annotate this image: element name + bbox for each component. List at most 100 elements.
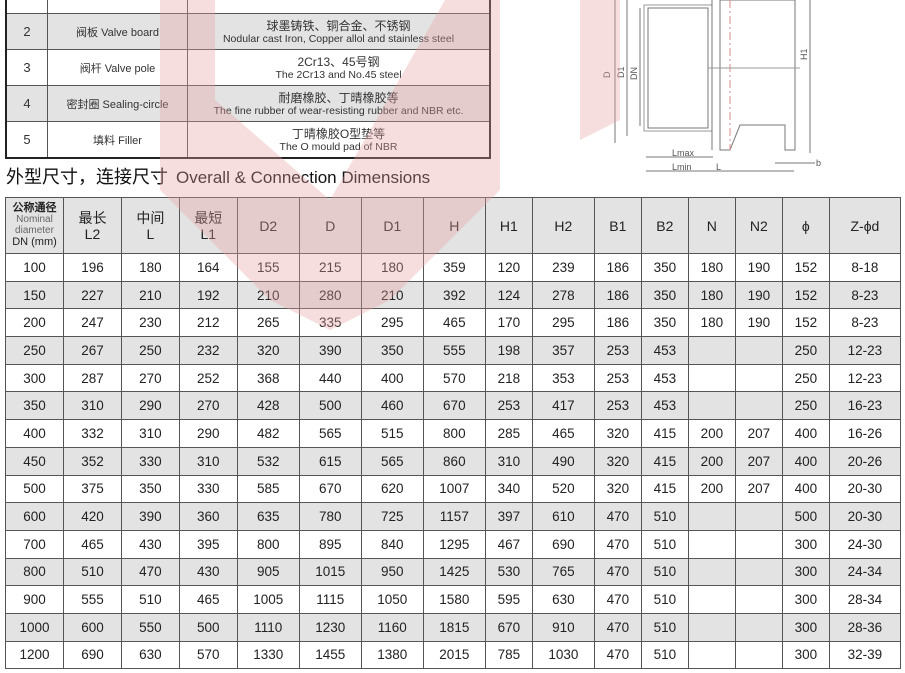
table-cell: 295	[360, 308, 424, 338]
table-cell: 565	[360, 446, 424, 476]
table-cell: 250	[120, 336, 180, 365]
table-row: 800 510 470 430 905 1015 950 1425 530 765 470 510 30…	[5, 557, 902, 587]
table-cell: 247	[63, 308, 122, 338]
table-cell	[734, 557, 783, 587]
table-cell: 12-23	[828, 363, 902, 393]
table-cell: 218	[484, 363, 533, 393]
column-header: H1	[484, 197, 533, 254]
table-cell: 510	[120, 585, 180, 614]
table-cell: 1330	[236, 640, 300, 670]
table-cell: 210	[120, 280, 180, 310]
table-cell: 212	[178, 308, 238, 338]
table-cell: 252	[178, 363, 238, 393]
materials-table: 2 阀板 Valve board 球墨铸铁、铜合金、不锈钢 Nodular cas…	[5, 0, 491, 159]
header-label: D1	[383, 217, 402, 234]
table-row: 350 310 290 270 428 500 460 670 253 417 253 453 250 1…	[5, 391, 902, 421]
table-cell: 610	[531, 502, 595, 531]
table-row: 400 332 310 290 482 565 515 800 285 465 320 415 200 2…	[5, 419, 902, 448]
table-cell: 28-34	[828, 585, 902, 614]
table-cell: 510	[640, 529, 689, 559]
table-cell: 375	[63, 474, 122, 504]
header-cn: 最长	[78, 209, 107, 226]
table-cell: 430	[120, 529, 180, 559]
table-cell: 120	[484, 253, 533, 282]
table-cell	[734, 585, 783, 614]
table-cell: 100	[5, 253, 64, 282]
table-cell: 330	[120, 446, 180, 476]
table-row: 250 267 250 232 320 390 350 555 198 357 253 453 250 1…	[5, 336, 902, 365]
table-row: 450 352 330 310 532 615 565 860 310 490 320 415 200 2…	[5, 446, 902, 476]
table-cell: 16-26	[828, 419, 902, 448]
material-cn: 耐磨橡胶、丁晴橡胶等	[278, 90, 399, 105]
dn-cn: 公称通径	[12, 202, 57, 214]
table-cell: 600	[63, 612, 122, 642]
table-cell: 152	[781, 280, 830, 310]
table-cell: 1050	[360, 585, 424, 614]
table-cell: 2015	[422, 640, 486, 670]
table-cell: 800	[422, 419, 486, 448]
table-cell: 152	[781, 253, 830, 282]
column-header: H	[422, 197, 486, 254]
label-L: L	[716, 162, 721, 172]
table-cell: 460	[360, 391, 424, 421]
part-name: 密封圈 Sealing-circle	[47, 85, 188, 122]
table-cell: 290	[120, 391, 180, 421]
table-cell: 250	[781, 363, 830, 393]
table-cell: 630	[531, 585, 595, 614]
part-en: Valve board	[101, 26, 159, 39]
table-cell: 320	[593, 419, 642, 448]
table-row: 300 287 270 252 368 440 400 570 218 353 253 453 250 1…	[5, 363, 902, 393]
table-cell: 200	[687, 474, 736, 504]
part-name: 阀杆 Valve pole	[47, 49, 188, 86]
table-cell: 250	[781, 336, 830, 365]
table-cell: 230	[120, 308, 180, 338]
material: 球墨铸铁、铜合金、不锈钢 Nodular cast Iron, Copper al…	[187, 13, 491, 50]
table-cell: 155	[236, 253, 300, 282]
part-number: 5	[5, 121, 48, 159]
table-row: 700 465 430 395 800 895 840 1295 467 690 470 510 300…	[5, 529, 902, 559]
table-cell: 152	[781, 308, 830, 338]
part-name: 阀板 Valve board	[47, 13, 188, 50]
material-row: 3 阀杆 Valve pole 2Cr13、45号钢 The 2Cr13 and …	[5, 49, 491, 86]
table-cell: 227	[63, 280, 122, 310]
table-cell: 1425	[422, 557, 486, 587]
table-cell: 1580	[422, 585, 486, 614]
table-cell	[687, 391, 736, 421]
table-cell: 1115	[298, 585, 362, 614]
part-en: Sealing-circle	[102, 98, 169, 111]
table-cell: 186	[593, 280, 642, 310]
table-cell: 1007	[422, 474, 486, 504]
table-cell: 428	[236, 391, 300, 421]
column-header: 最短 L1	[178, 197, 238, 254]
table-cell: 267	[63, 336, 122, 365]
table-cell: 470	[593, 640, 642, 670]
part-number: 2	[5, 13, 48, 50]
table-row: 1200 690 630 570 1330 1455 1380 2015 785 1030 470 5…	[5, 640, 902, 670]
table-cell: 332	[63, 419, 122, 448]
table-cell: 470	[593, 502, 642, 531]
header-label: L	[146, 225, 155, 242]
table-cell: 20-26	[828, 446, 902, 476]
column-header: 最长 L2	[63, 197, 122, 254]
table-cell: 330	[178, 474, 238, 504]
table-cell: 670	[298, 474, 362, 504]
table-cell: 278	[531, 280, 595, 310]
table-cell: 490	[531, 446, 595, 476]
table-cell: 465	[422, 308, 486, 338]
table-cell: 1380	[360, 640, 424, 670]
material-row: 4 密封圈 Sealing-circle 耐磨橡胶、丁晴橡胶等 The fine …	[5, 85, 491, 122]
table-cell: 520	[531, 474, 595, 504]
table-cell: 124	[484, 280, 533, 310]
label-D: D	[602, 71, 612, 78]
table-cell: 860	[422, 446, 486, 476]
table-cell: 420	[63, 502, 122, 531]
table-cell	[734, 640, 783, 670]
header-label: D	[325, 217, 336, 234]
column-header: D1	[360, 197, 424, 254]
material: 2Cr13、45号钢 The 2Cr13 and No.45 steel	[187, 49, 491, 86]
table-cell: 670	[484, 612, 533, 642]
table-cell: 1030	[531, 640, 595, 670]
table-cell: 164	[178, 253, 238, 282]
table-cell: 780	[298, 502, 362, 531]
table-cell: 210	[236, 280, 300, 310]
